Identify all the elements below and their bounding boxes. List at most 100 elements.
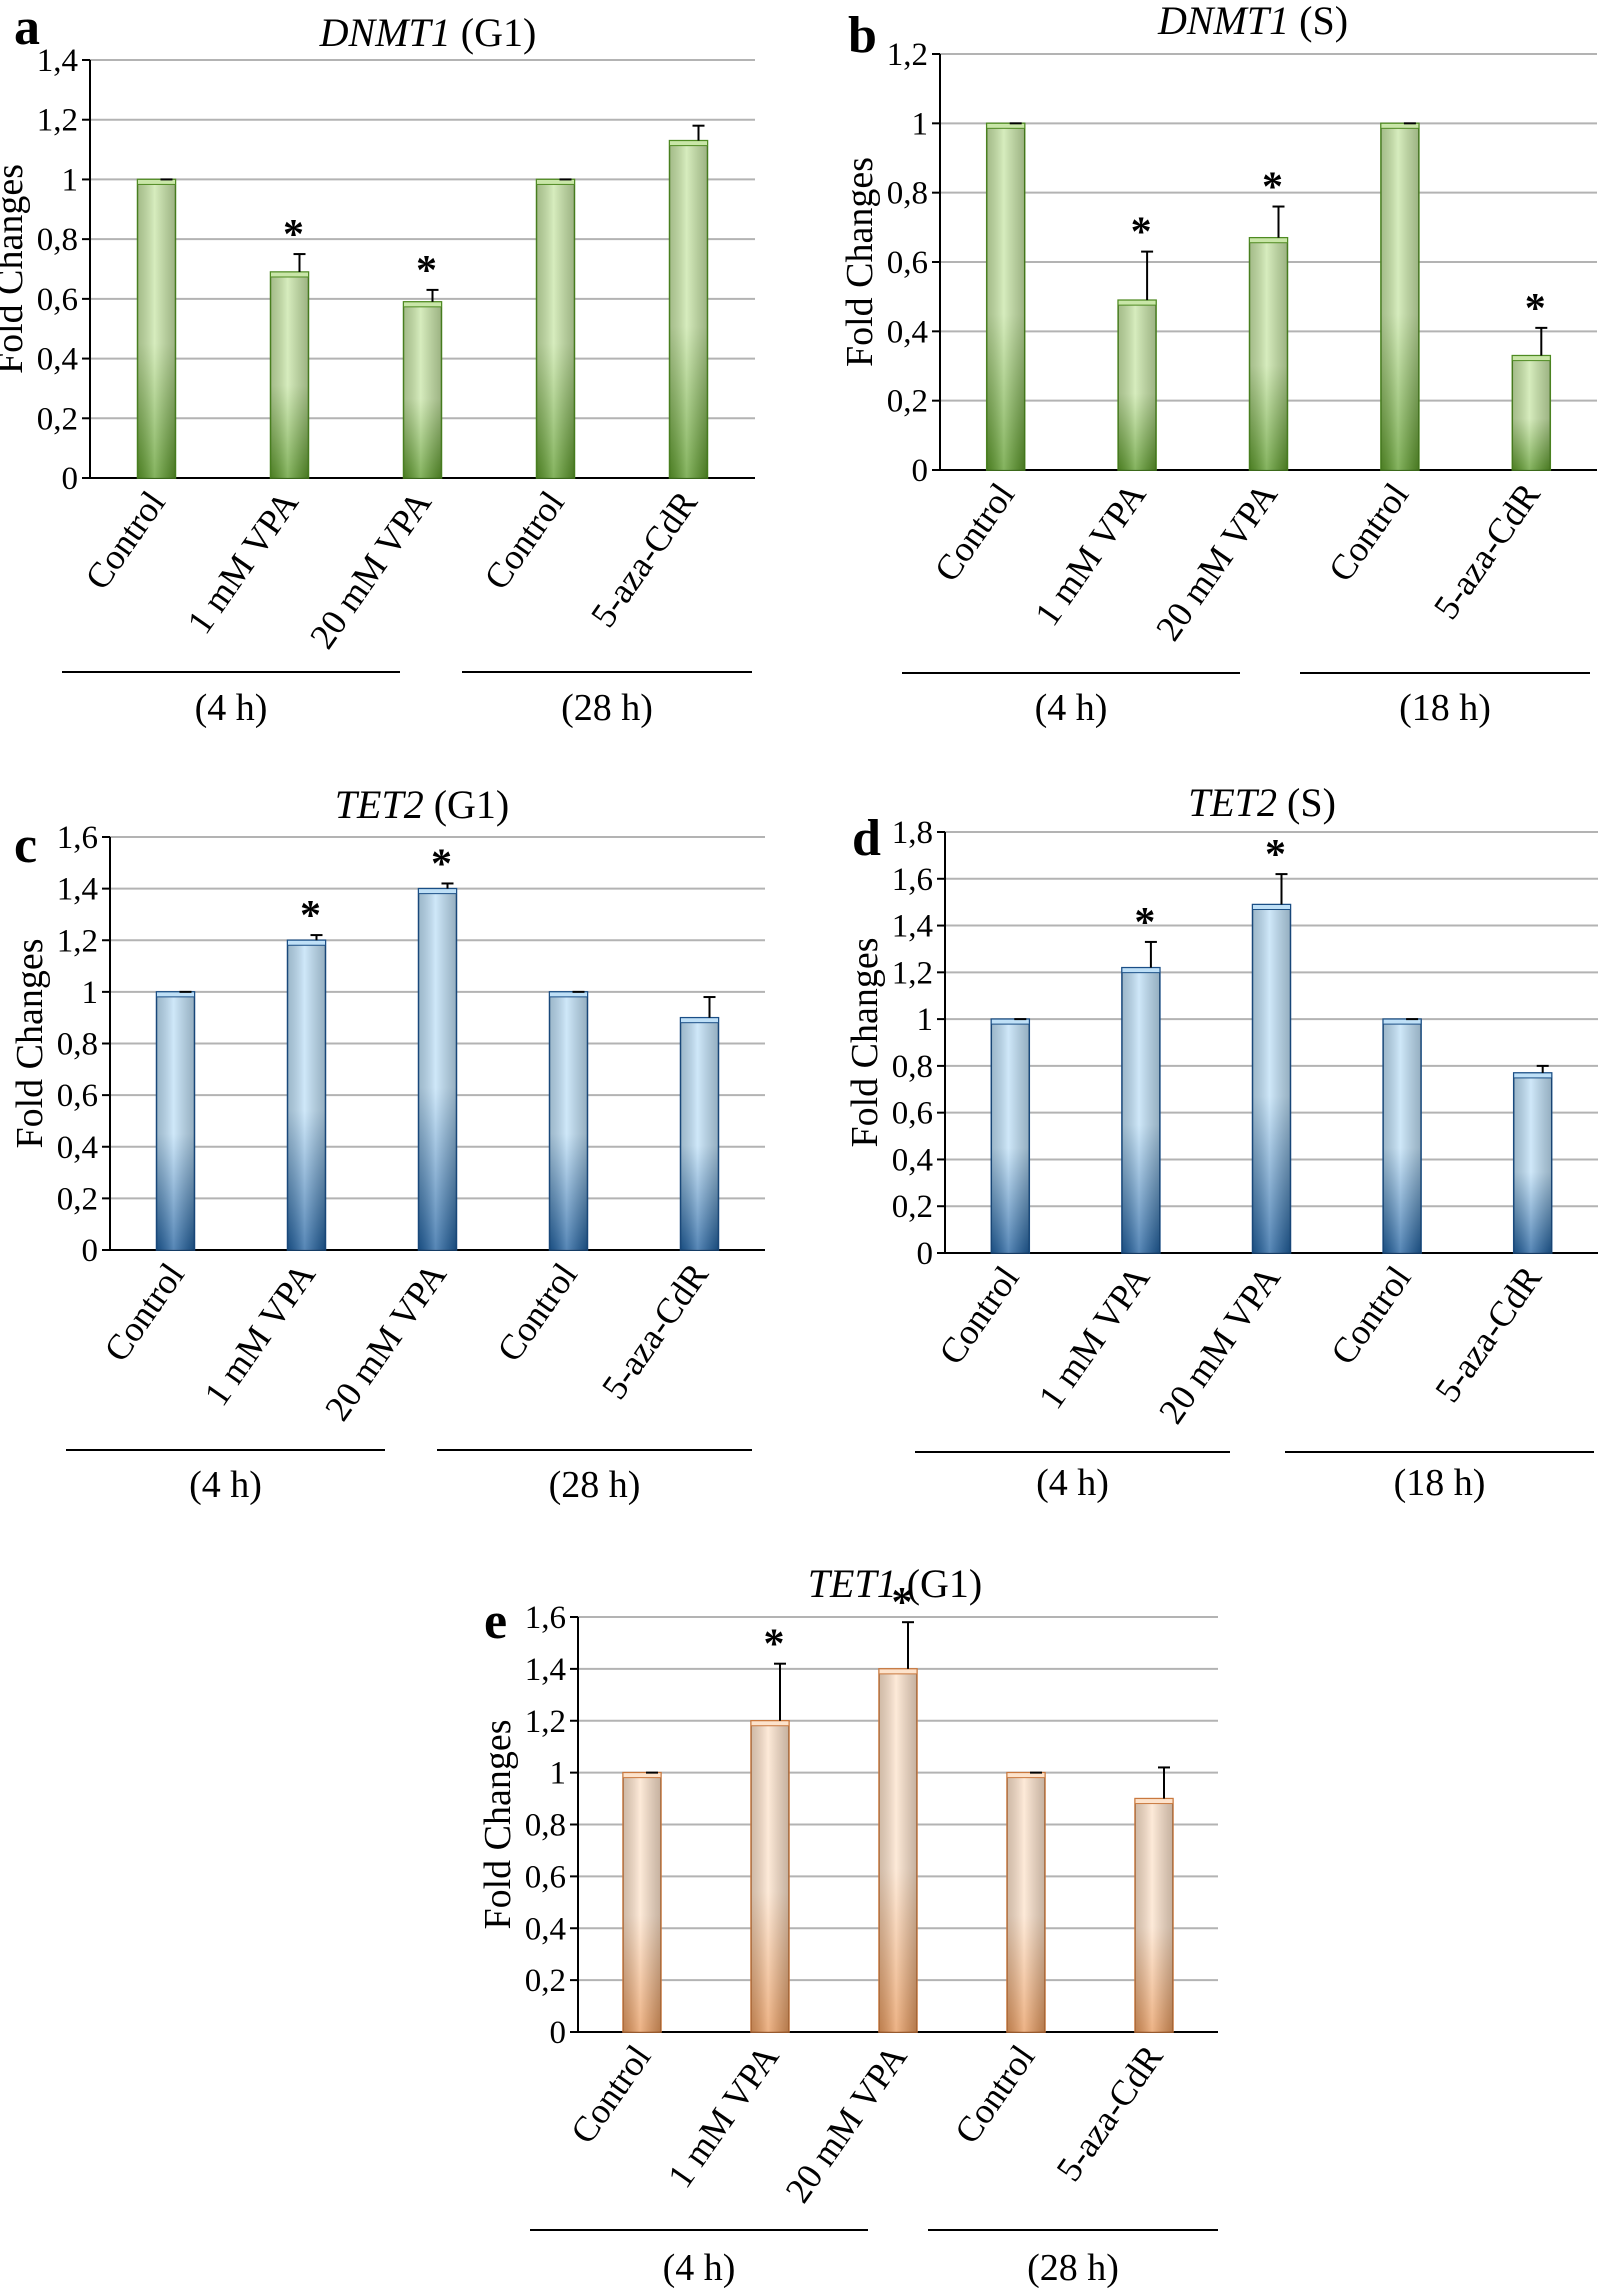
category-label: 1 mM VPA <box>1027 476 1154 633</box>
bar-shading <box>418 888 457 1250</box>
chart-title-phase: (S) <box>1287 780 1336 825</box>
category-label: Control <box>476 484 572 597</box>
bar-cap <box>287 939 326 946</box>
category-label: Control <box>563 2038 659 2151</box>
bar-cap <box>1121 967 1161 974</box>
significance-star: * <box>416 248 437 294</box>
significance-star: * <box>1262 165 1283 211</box>
y-tick-label: 0,6 <box>525 1859 566 1895</box>
group-label: (4 h) <box>189 1464 262 1506</box>
chart-title-phase: (G1) <box>434 782 510 827</box>
group-label: (4 h) <box>195 687 268 729</box>
y-tick-label: 1 <box>917 1002 934 1038</box>
bar-shading <box>1007 1772 1045 2032</box>
significance-star: * <box>764 1622 785 1668</box>
bar-shading <box>751 1720 789 2032</box>
y-tick-label: 0,2 <box>57 1181 98 1217</box>
bar-cap <box>418 888 457 895</box>
y-tick-label: 0,4 <box>37 342 78 378</box>
bar-cap <box>270 271 309 278</box>
y-axis-label: Fold Changes <box>0 164 31 374</box>
panel-letter: d <box>852 810 881 867</box>
bar-cap <box>536 178 575 185</box>
y-tick-label: 0,4 <box>887 314 928 350</box>
category-label: Control <box>77 484 173 597</box>
chart-title-gene: TET1 <box>808 1561 897 1606</box>
category-label: Control <box>947 2038 1043 2151</box>
chart-panel-c: c TET2 (G1) 0 0,2 0,4 0,6 0,8 1 1,2 1,4 1,6 Fold Cha… <box>9 782 765 1506</box>
y-tick-label: 0,2 <box>37 401 78 437</box>
category-label: 20 mM VPA <box>317 1256 454 1428</box>
category-label: 20 mM VPA <box>1148 476 1285 648</box>
group-label: (4 h) <box>1036 1462 1109 1504</box>
significance-star: * <box>300 893 321 939</box>
bar-cap <box>137 178 176 185</box>
chart-title: TET2 (S) <box>1188 780 1336 825</box>
y-tick-label: 0,8 <box>887 176 928 212</box>
chart-panel-b: b DNMT1 (S) 0 0,2 0,4 0,6 0,8 1 1,2 Fold Changes Co… <box>839 0 1597 729</box>
category-label: Control <box>489 1256 585 1369</box>
category-label: Control <box>931 1259 1027 1372</box>
category-label: Control <box>96 1256 192 1369</box>
bar-shading <box>879 1668 917 2032</box>
y-tick-label: 0,2 <box>525 1963 566 1999</box>
bar-shading <box>1383 1019 1422 1253</box>
y-tick-label: 0,4 <box>57 1130 98 1166</box>
panel-letter: a <box>14 0 40 56</box>
chart-title: DNMT1 (G1) <box>319 10 537 55</box>
chart-title-gene: TET2 <box>1188 780 1277 825</box>
category-label: 5-aza-CdR <box>594 1256 716 1407</box>
y-axis-label: Fold Changes <box>844 937 886 1147</box>
significance-star: * <box>283 212 304 258</box>
y-tick-label: 0 <box>82 1233 99 1269</box>
bar-shading <box>991 1019 1030 1253</box>
y-tick-label: 0,8 <box>525 1808 566 1844</box>
panel-letter: b <box>848 7 877 64</box>
y-tick-label: 0,8 <box>57 1027 98 1063</box>
bar-shading <box>156 991 195 1250</box>
y-tick-label: 0,4 <box>892 1142 933 1178</box>
category-label: 20 mM VPA <box>1151 1259 1288 1431</box>
chart-title-phase: (G1) <box>907 1561 983 1606</box>
chart-panel-e: e TET1 (G1) 0 0,2 0,4 0,6 0,8 1 1,2 1,4 1,6 Fold Cha… <box>477 1561 1218 2289</box>
bar-cap <box>680 1017 719 1024</box>
y-tick-label: 0 <box>912 453 929 489</box>
bar-shading <box>403 301 442 478</box>
category-label: 5-aza-CdR <box>1426 476 1548 627</box>
y-tick-label: 0 <box>550 2015 567 2051</box>
category-label: 1 mM VPA <box>1031 1259 1158 1416</box>
bar-cap <box>1382 1018 1422 1025</box>
y-tick-label: 0,2 <box>887 384 928 420</box>
y-tick-label: 0 <box>62 461 79 497</box>
y-tick-label: 1 <box>62 162 79 198</box>
chart-title-phase: (S) <box>1299 0 1348 43</box>
bar-shading <box>137 179 176 478</box>
bar-cap <box>549 991 588 998</box>
y-axis-label: Fold Changes <box>9 938 51 1148</box>
y-tick-label: 1,6 <box>57 820 98 856</box>
y-tick-label: 0,2 <box>892 1189 933 1225</box>
bar-shading <box>287 940 326 1250</box>
bar-shading <box>669 140 708 478</box>
y-tick-label: 0 <box>917 1236 934 1272</box>
y-tick-label: 0,8 <box>37 222 78 258</box>
bar-cap <box>1252 904 1291 911</box>
significance-star: * <box>1131 210 1152 256</box>
chart-title-gene: TET2 <box>335 782 424 827</box>
chart-title-phase: (G1) <box>461 10 537 55</box>
bar-cap <box>669 140 708 147</box>
chart-title: TET2 (G1) <box>335 782 509 827</box>
y-tick-label: 1,2 <box>887 37 928 73</box>
chart-panel-d: d TET2 (S) 0 0,2 0,4 0,6 0,8 1 1,2 1,4 1,6 1,8 Fold C… <box>844 780 1598 1504</box>
bar-cap <box>1511 355 1551 362</box>
category-label: 5-aza-CdR <box>1048 2038 1170 2189</box>
y-tick-label: 1,2 <box>37 103 78 139</box>
bar-cap <box>986 122 1026 129</box>
y-axis-label: Fold Changes <box>839 157 881 367</box>
bar-shading <box>986 123 1025 470</box>
category-label: 20 mM VPA <box>302 484 439 656</box>
bar-shading <box>680 1017 719 1250</box>
bar-shading <box>623 1772 661 2032</box>
y-tick-label: 1,6 <box>892 862 933 898</box>
